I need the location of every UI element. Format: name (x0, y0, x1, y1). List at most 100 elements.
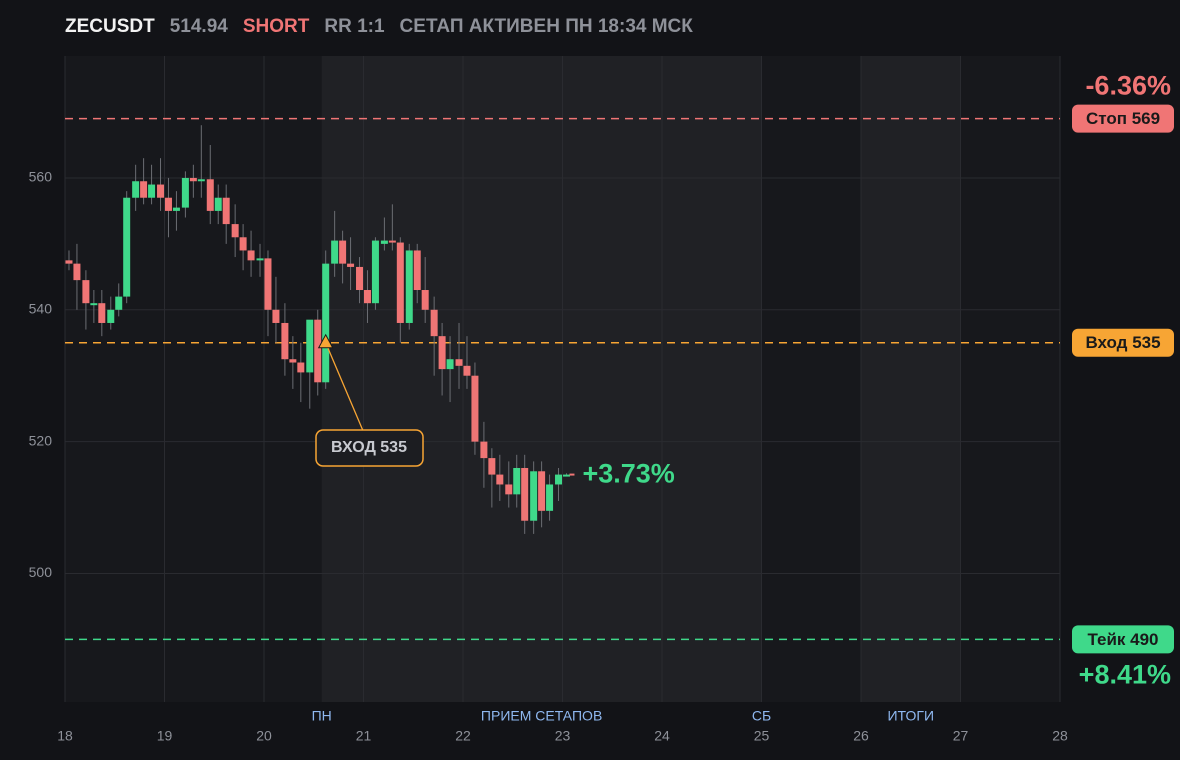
candle-body (123, 197, 131, 297)
candle-body (256, 258, 264, 261)
session-region (321, 56, 762, 702)
candle-body (164, 197, 172, 211)
candle-body (206, 179, 214, 211)
candle-body (380, 240, 388, 244)
candle-body (214, 197, 222, 211)
level-label: Тейк 490 (1087, 630, 1158, 649)
level-pct: +8.41% (1079, 660, 1171, 690)
candle-body (140, 181, 148, 198)
price: 514.94 (169, 16, 228, 37)
candle-body (463, 365, 471, 376)
candle-body (98, 303, 106, 323)
candle-body (148, 184, 156, 198)
candle-body (189, 177, 197, 182)
y-tick-label: 520 (29, 432, 53, 448)
level-pill (1072, 625, 1174, 654)
candle-body (73, 263, 81, 281)
x-tick-label: 21 (356, 728, 372, 744)
x-tick-label: 25 (754, 728, 770, 744)
status: СЕТАП АКТИВЕН ПН 18:34 МСК (399, 16, 693, 37)
candle-body (281, 322, 289, 360)
side: SHORT (242, 16, 310, 37)
candle-body (430, 309, 438, 337)
candle-body (488, 458, 496, 475)
x-tick-label: 28 (1052, 728, 1068, 744)
symbol: ZECUSDT (65, 16, 155, 37)
level-label: Стоп 569 (1086, 109, 1160, 128)
x-tick-label: 24 (654, 728, 670, 744)
candle-body (197, 179, 205, 182)
candle-body (421, 290, 429, 310)
x-tick-label: 27 (953, 728, 969, 744)
candle-body (297, 362, 305, 373)
candle-body (65, 260, 73, 264)
candle-body (480, 441, 488, 459)
candle-body (396, 242, 404, 323)
candle-body (538, 471, 546, 511)
candle-body (314, 319, 322, 383)
x-tick-label: 19 (157, 728, 173, 744)
candle-body (356, 266, 364, 291)
region-label: ПРИЕМ СЕТАПОВ (481, 708, 602, 724)
candle-body (521, 467, 529, 521)
candle-body (339, 240, 347, 264)
candle-body (157, 184, 165, 198)
candle-body (446, 359, 454, 370)
marker-arrow (325, 342, 364, 431)
y-tick-label: 500 (29, 564, 53, 580)
candle-body (231, 224, 239, 238)
candle-body (132, 181, 140, 198)
level-pill (1072, 104, 1174, 133)
level-pill (1072, 328, 1174, 357)
marker-label: ВХОД 535 (331, 439, 407, 456)
candle-body (471, 375, 479, 442)
candle-body (496, 474, 504, 485)
header: ZECUSDT 514.94 SHORT RR 1:1 СЕТАП АКТИВЕ… (65, 16, 693, 38)
candle-body (289, 359, 297, 363)
x-tick-label: 23 (555, 728, 571, 744)
candle-body (388, 240, 396, 243)
candle-body (455, 359, 463, 366)
level-label: Вход 535 (1085, 333, 1160, 352)
candle-body (82, 280, 90, 304)
candle-body (347, 263, 355, 267)
entry-marker (317, 333, 334, 349)
y-tick-label: 560 (29, 169, 53, 185)
candle-body (363, 290, 371, 304)
x-tick-label: 26 (853, 728, 869, 744)
candle-body (371, 240, 379, 304)
candle-body (405, 250, 413, 323)
region-start-label: ПН (312, 708, 332, 724)
level-pct: -6.36% (1085, 71, 1171, 101)
candle-body (513, 467, 521, 495)
y-tick-label: 540 (29, 300, 53, 316)
candle-body (172, 207, 180, 211)
candle-body (107, 309, 115, 323)
candle-body (331, 240, 339, 264)
rr: RR 1:1 (324, 16, 385, 37)
session-region (861, 56, 961, 702)
candle-body (562, 474, 570, 477)
candle-body (322, 263, 330, 383)
pnl-label: +3.73% (582, 459, 674, 489)
candle-body (247, 250, 255, 261)
candle-body (90, 303, 98, 306)
candle-body (222, 197, 230, 225)
x-tick-label: 20 (256, 728, 272, 744)
candle-body (181, 177, 189, 208)
candle-body (413, 250, 421, 291)
candle-body (115, 296, 123, 310)
candle-body (239, 237, 247, 251)
candle-body (438, 336, 446, 370)
x-tick-label: 18 (57, 728, 73, 744)
candle-body (272, 309, 280, 323)
candle-body (530, 471, 538, 521)
marker-box (315, 429, 424, 467)
candle-body (546, 484, 554, 511)
x-tick-label: 22 (455, 728, 471, 744)
candle-body (264, 258, 272, 310)
candle-body (306, 319, 314, 373)
region-end-label: СБ (752, 708, 771, 724)
